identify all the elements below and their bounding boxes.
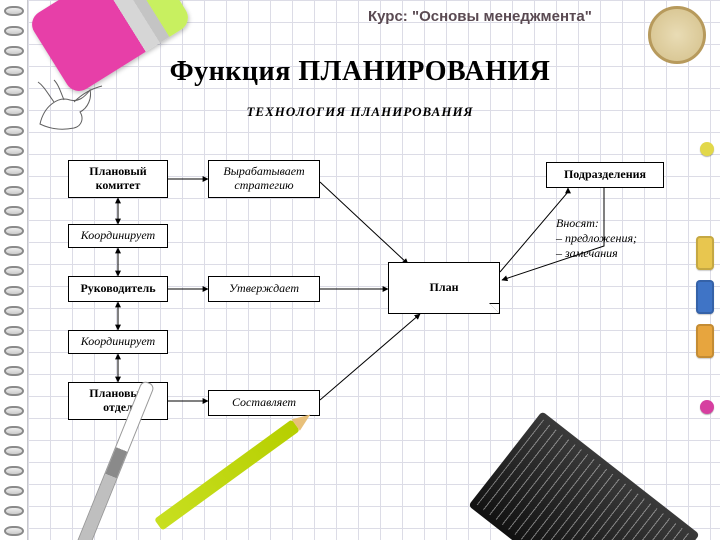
node-coord2: Координирует	[68, 330, 168, 354]
flowchart-diagram: Плановыйкомитет Координирует Руководитель К…	[58, 132, 678, 472]
annotation-bring: Вносят:– предложения;– замечания	[556, 216, 676, 261]
paper-clip-icon	[696, 324, 714, 358]
node-plan: План	[388, 262, 500, 314]
node-divisions: Подразделения	[546, 162, 664, 188]
push-pin-icon	[700, 400, 714, 414]
paper-clip-icon	[696, 236, 714, 270]
node-coord1: Координирует	[68, 224, 168, 248]
paper-clip-icon	[696, 280, 714, 314]
push-pin-icon	[700, 142, 714, 156]
node-strategy: Вырабатываетстратегию	[208, 160, 320, 198]
node-committee: Плановыйкомитет	[68, 160, 168, 198]
course-banner: Курс: "Основы менеджмента"	[360, 8, 720, 32]
node-leader: Руководитель	[68, 276, 168, 302]
node-approves: Утверждает	[208, 276, 320, 302]
page-title: Функция ПЛАНИРОВАНИЯ	[0, 56, 720, 88]
page-subtitle: ТЕХНОЛОГИЯ ПЛАНИРОВАНИЯ	[0, 104, 720, 120]
